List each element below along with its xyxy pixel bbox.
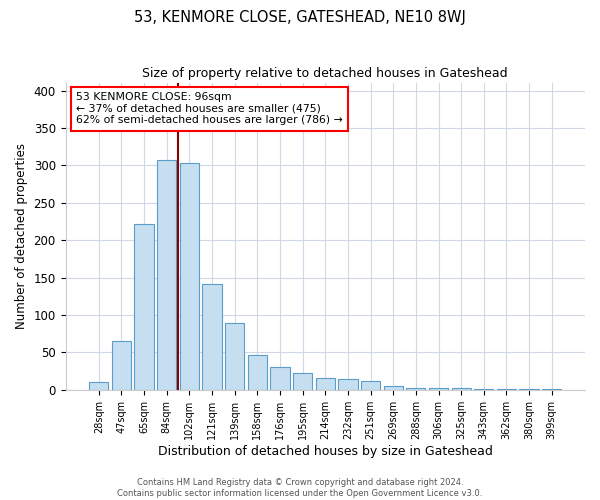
- Bar: [225, 322, 244, 390]
- Bar: [293, 374, 312, 390]
- Bar: [316, 378, 335, 390]
- Bar: [271, 366, 290, 390]
- Bar: [134, 224, 154, 390]
- X-axis label: Distribution of detached houses by size in Gateshead: Distribution of detached houses by size …: [158, 444, 493, 458]
- Title: Size of property relative to detached houses in Gateshead: Size of property relative to detached ho…: [142, 68, 508, 80]
- Bar: [383, 386, 403, 390]
- Bar: [89, 382, 109, 390]
- Bar: [361, 381, 380, 390]
- Bar: [338, 380, 358, 390]
- Text: 53, KENMORE CLOSE, GATESHEAD, NE10 8WJ: 53, KENMORE CLOSE, GATESHEAD, NE10 8WJ: [134, 10, 466, 25]
- Bar: [157, 160, 176, 390]
- Bar: [112, 341, 131, 390]
- Y-axis label: Number of detached properties: Number of detached properties: [15, 144, 28, 330]
- Bar: [542, 389, 562, 390]
- Bar: [520, 389, 539, 390]
- Bar: [180, 163, 199, 390]
- Bar: [429, 388, 448, 390]
- Text: 53 KENMORE CLOSE: 96sqm
← 37% of detached houses are smaller (475)
62% of semi-d: 53 KENMORE CLOSE: 96sqm ← 37% of detache…: [76, 92, 343, 126]
- Bar: [474, 389, 493, 390]
- Bar: [497, 389, 516, 390]
- Bar: [248, 356, 267, 390]
- Bar: [202, 284, 221, 390]
- Bar: [452, 388, 471, 390]
- Text: Contains HM Land Registry data © Crown copyright and database right 2024.
Contai: Contains HM Land Registry data © Crown c…: [118, 478, 482, 498]
- Bar: [406, 388, 425, 390]
